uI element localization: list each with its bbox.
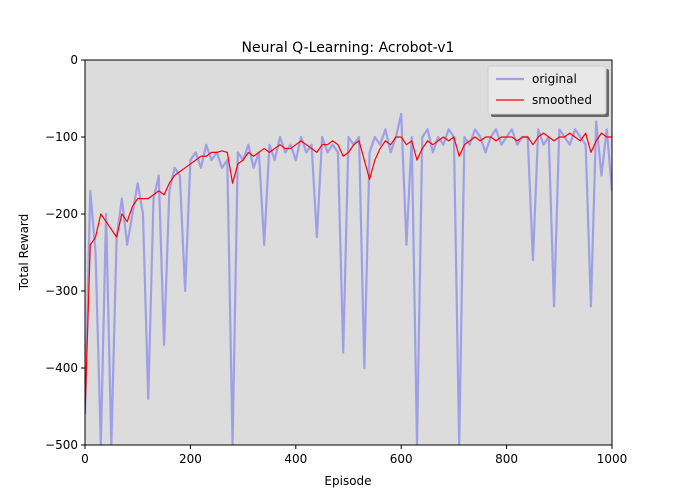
y-tick-label: −400 <box>45 361 78 375</box>
y-axis-label: Total Reward <box>17 214 31 292</box>
legend-label: original <box>532 72 577 86</box>
x-tick-label: 400 <box>284 452 307 466</box>
legend-label: smoothed <box>532 93 592 107</box>
chart-title: Neural Q-Learning: Acrobot-v1 <box>242 40 455 56</box>
axes-frame <box>84 59 613 446</box>
x-tick-label: 1000 <box>597 452 628 466</box>
x-tick-label: 0 <box>81 452 89 466</box>
x-tick-label: 200 <box>179 452 202 466</box>
y-tick-label: 0 <box>70 53 78 67</box>
plot-area <box>85 60 612 445</box>
y-tick-label: −300 <box>45 284 78 298</box>
x-axis-label: Episode <box>324 474 371 488</box>
y-tick-label: −100 <box>45 130 78 144</box>
y-tick-label: −200 <box>45 207 78 221</box>
x-tick-label: 800 <box>495 452 518 466</box>
line-smoothed <box>85 132 612 415</box>
x-tick-label: 600 <box>390 452 413 466</box>
y-tick-label: −500 <box>45 438 78 452</box>
